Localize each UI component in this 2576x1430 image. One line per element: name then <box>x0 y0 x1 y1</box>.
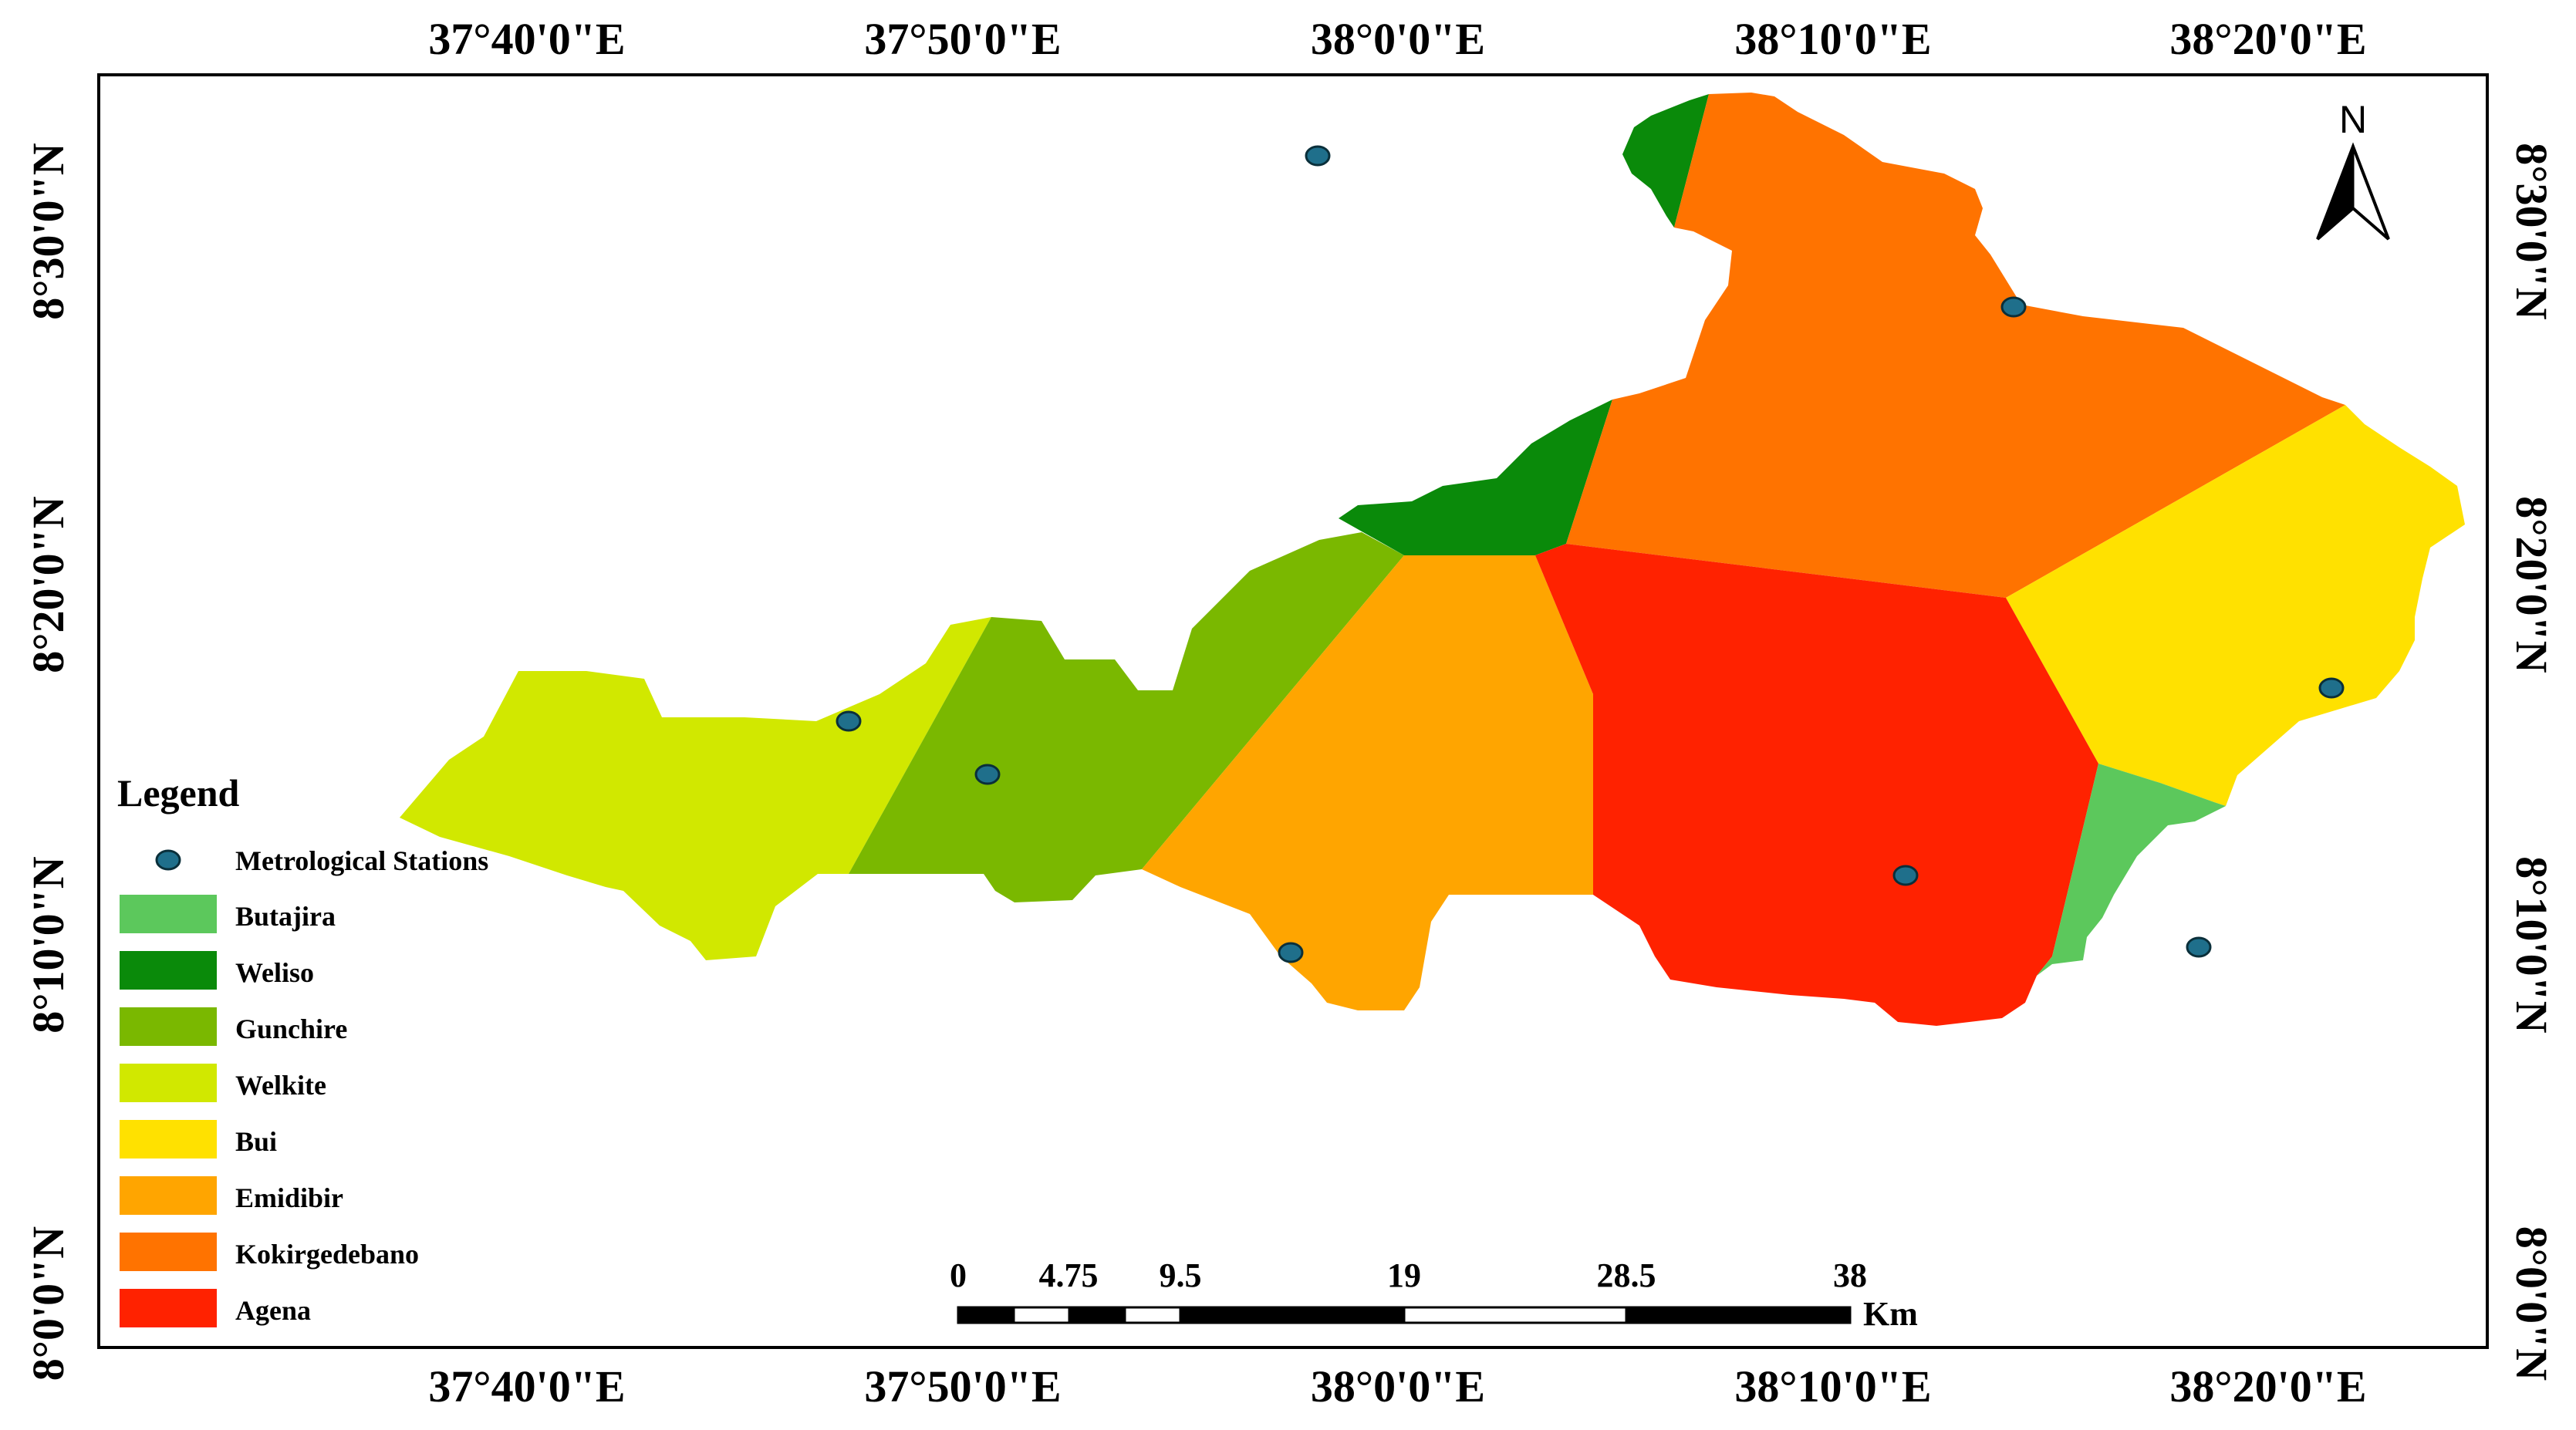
station-marker <box>2000 296 2027 318</box>
bottom-lon-label: 38°10'0"E <box>1734 1361 1931 1411</box>
legend-label: Emidibir <box>235 1182 343 1213</box>
left-lat-label: 8°0'0"N <box>23 1226 73 1381</box>
region-emidibir <box>1142 555 1593 1010</box>
legend-swatch <box>120 1176 217 1215</box>
region-gunchire <box>849 532 1404 902</box>
legend-swatch <box>120 951 217 990</box>
left-lat-label: 8°10'0"N <box>23 856 73 1034</box>
right-lat-label: 8°30'0"N <box>2507 143 2557 320</box>
legend: Legend Metrological Stations Butajira We… <box>117 771 488 1327</box>
right-lat-label: 8°20'0"N <box>2507 496 2557 673</box>
legend-swatch <box>120 895 217 933</box>
region-kokirgedebano <box>1566 93 2345 598</box>
top-lon-label: 38°0'0"E <box>1311 14 1485 64</box>
scale-tick-label: 9.5 <box>1160 1256 1202 1294</box>
scale-tick-label: 28.5 <box>1597 1256 1656 1294</box>
top-lon-label: 37°40'0"E <box>428 14 625 64</box>
bottom-lon-label: 38°20'0"E <box>2169 1361 2366 1411</box>
north-arrow: N <box>2316 98 2390 241</box>
right-lat-label: 8°0'0"N <box>2507 1226 2557 1381</box>
station-marker <box>2186 936 2212 958</box>
scale-tick-label: 4.75 <box>1039 1256 1099 1294</box>
bottom-lon-label: 37°40'0"E <box>428 1361 625 1411</box>
scale-segment <box>1012 1306 1071 1324</box>
region-weliso <box>1622 94 1709 228</box>
top-lon-label: 38°10'0"E <box>1734 14 1931 64</box>
left-lat-label: 8°20'0"N <box>23 496 73 673</box>
legend-station-label: Metrological Stations <box>235 845 488 876</box>
scale-segment <box>1068 1306 1126 1324</box>
region-agena <box>1535 544 2098 1026</box>
legend-label: Bui <box>235 1126 277 1157</box>
legend-station-icon <box>155 849 181 871</box>
stations <box>836 145 2345 963</box>
legend-swatch <box>120 1233 217 1271</box>
region-weliso <box>1339 400 1612 555</box>
station-marker <box>1305 145 1331 167</box>
top-lon-label: 37°50'0"E <box>864 14 1061 64</box>
station-marker <box>836 710 862 732</box>
legend-swatch <box>120 1289 217 1327</box>
scale-unit: Km <box>1863 1295 1918 1333</box>
scale-segment <box>1123 1306 1182 1324</box>
north-arrow-shade <box>2316 146 2355 241</box>
left-lat-label: 8°30'0"N <box>23 143 73 320</box>
right-lat-label: 8°10'0"N <box>2507 856 2557 1034</box>
legend-swatch <box>120 1064 217 1102</box>
bottom-lon-label: 37°50'0"E <box>864 1361 1061 1411</box>
legend-label: Kokirgedebano <box>235 1239 419 1270</box>
north-arrow-label: N <box>2339 98 2367 141</box>
scale-bar: 0 4.75 9.5 19 28.5 38 Km <box>950 1256 1918 1333</box>
legend-title: Legend <box>117 771 240 814</box>
legend-label: Weliso <box>235 957 314 988</box>
bottom-lon-label: 38°0'0"E <box>1311 1361 1485 1411</box>
scale-segment <box>1403 1306 1628 1324</box>
scale-segment <box>1179 1306 1406 1324</box>
station-marker <box>1892 865 1919 886</box>
station-marker <box>1278 942 1304 963</box>
station-marker <box>974 764 1001 785</box>
scale-segment <box>957 1306 1015 1324</box>
legend-label: Gunchire <box>235 1013 347 1044</box>
legend-label: Welkite <box>235 1070 326 1101</box>
legend-swatch <box>120 1007 217 1046</box>
region-butajira <box>2037 764 2226 976</box>
scale-tick-label: 0 <box>950 1256 967 1294</box>
legend-label: Agena <box>235 1295 311 1326</box>
top-lon-label: 38°20'0"E <box>2169 14 2366 64</box>
station-marker <box>2318 677 2345 699</box>
scale-segment <box>1625 1306 1852 1324</box>
regions <box>400 93 2465 1026</box>
region-welkite <box>400 617 991 960</box>
legend-label: Butajira <box>235 901 336 932</box>
region-bui <box>2006 405 2465 806</box>
scale-tick-label: 19 <box>1387 1256 1421 1294</box>
scale-tick-label: 38 <box>1833 1256 1867 1294</box>
legend-swatch <box>120 1120 217 1159</box>
